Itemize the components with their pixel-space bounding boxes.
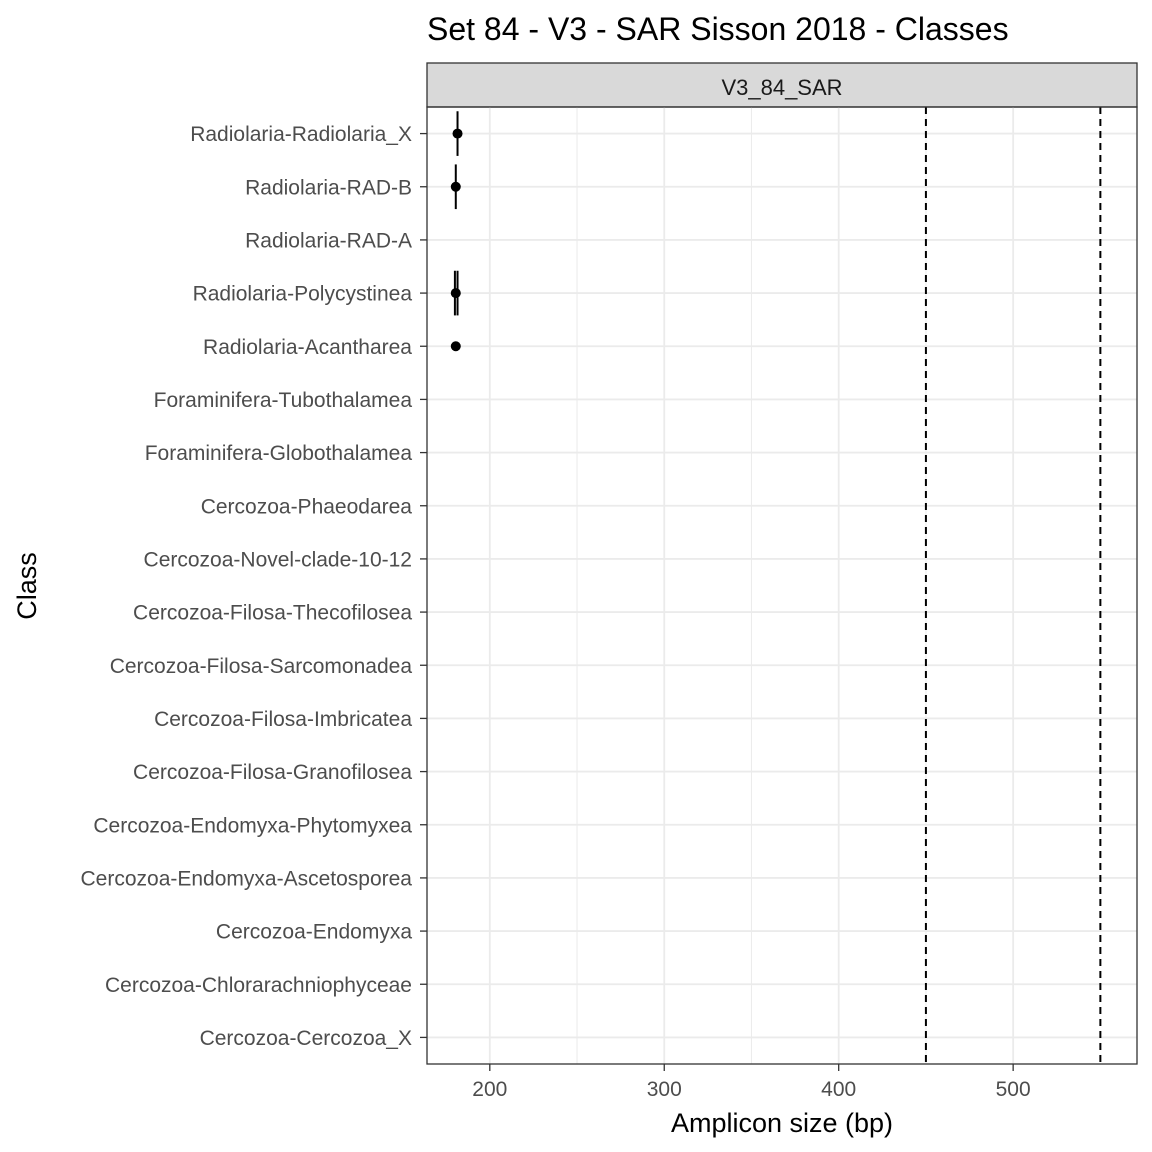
y-axis-title: Class bbox=[12, 552, 42, 620]
y-tick-label: Cercozoa-Novel-clade-10-12 bbox=[144, 548, 412, 571]
y-tick-label: Cercozoa-Filosa-Imbricatea bbox=[154, 708, 412, 731]
data-point bbox=[452, 128, 463, 139]
x-axis-title: Amplicon size (bp) bbox=[671, 1108, 893, 1138]
y-tick-label: Cercozoa-Endomyxa-Ascetosporea bbox=[81, 867, 413, 890]
y-tick-label: Radiolaria-Radiolaria_X bbox=[190, 123, 412, 146]
y-tick-label: Cercozoa-Endomyxa-Phytomyxea bbox=[93, 814, 412, 837]
y-tick-label: Cercozoa-Cercozoa_X bbox=[200, 1027, 412, 1050]
y-tick-label: Cercozoa-Filosa-Granofilosea bbox=[133, 761, 412, 784]
grid-lines bbox=[427, 107, 1137, 1064]
chart-title: Set 84 - V3 - SAR Sisson 2018 - Classes bbox=[427, 11, 1009, 47]
y-tick-label: Foraminifera-Tubothalamea bbox=[154, 389, 413, 412]
y-tick-label: Radiolaria-RAD-A bbox=[245, 229, 412, 252]
y-tick-label: Cercozoa-Filosa-Sarcomonadea bbox=[110, 655, 413, 678]
y-axis: Radiolaria-Radiolaria_X Radiolaria-RAD-B R… bbox=[81, 123, 427, 1050]
y-tick-label: Cercozoa-Filosa-Thecofilosea bbox=[133, 602, 412, 625]
x-tick-label: 300 bbox=[647, 1078, 682, 1101]
y-tick-label: Cercozoa-Endomyxa bbox=[216, 921, 412, 944]
facet-label: V3_84_SAR bbox=[721, 75, 842, 100]
x-tick-label: 400 bbox=[821, 1078, 856, 1101]
x-tick-label: 200 bbox=[472, 1078, 507, 1101]
y-tick-label: Radiolaria-Polycystinea bbox=[193, 283, 413, 306]
panel-border bbox=[426, 106, 1138, 1065]
reference-lines bbox=[924, 107, 1102, 1064]
facet-strip bbox=[426, 62, 1138, 108]
y-tick-label: Radiolaria-RAD-B bbox=[245, 176, 412, 199]
y-tick-label: Cercozoa-Chlorarachniophyceae bbox=[105, 974, 412, 997]
data-point bbox=[450, 288, 461, 299]
y-tick-label: Radiolaria-Acantharea bbox=[203, 336, 412, 359]
x-axis: 200 300 400 500 bbox=[472, 1064, 1031, 1101]
data-point bbox=[450, 181, 461, 192]
data-point bbox=[450, 341, 461, 352]
data-marks bbox=[450, 111, 463, 352]
y-tick-label: Foraminifera-Globothalamea bbox=[145, 442, 413, 465]
y-tick-label: Cercozoa-Phaeodarea bbox=[201, 495, 413, 518]
x-tick-label: 500 bbox=[996, 1078, 1031, 1101]
